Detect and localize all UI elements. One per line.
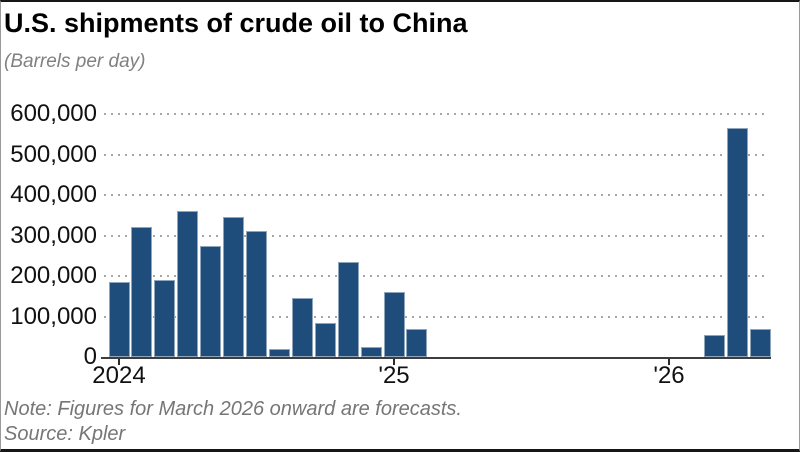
gridline — [104, 275, 768, 277]
bar — [406, 328, 428, 357]
bar — [200, 245, 222, 357]
bar — [750, 328, 772, 357]
bar — [337, 261, 359, 357]
bar — [704, 334, 726, 357]
bar — [314, 322, 336, 357]
gridline — [104, 153, 768, 156]
bar — [154, 280, 176, 357]
y-tick-label: 600,000 — [10, 100, 97, 127]
y-tick-label: 100,000 — [10, 302, 97, 330]
x-axis-line — [101, 357, 771, 359]
x-tick-label: '26 — [653, 362, 685, 389]
bar — [360, 346, 382, 357]
y-tick-label: 300,000 — [10, 221, 97, 249]
bar — [246, 231, 267, 357]
bar — [108, 282, 130, 357]
bar — [223, 217, 245, 357]
bar — [727, 128, 749, 357]
bar — [268, 348, 290, 357]
gridline — [104, 113, 768, 115]
x-tick-mark — [118, 359, 120, 365]
x-tick-mark — [668, 359, 670, 365]
gridline — [104, 234, 768, 237]
bar — [291, 298, 313, 357]
y-tick-label: 200,000 — [10, 262, 97, 289]
chart-subtitle: (Barrels per day) — [4, 51, 146, 72]
gridline — [104, 315, 768, 318]
bar — [177, 211, 199, 357]
x-tick-mark — [393, 359, 395, 365]
y-tick-label: 500,000 — [10, 140, 97, 168]
gridline — [104, 194, 768, 196]
chart-note: Note: Figures for March 2026 onward are … — [4, 398, 462, 420]
chart-title: U.S. shipments of crude oil to China — [4, 8, 468, 38]
y-tick-label: 400,000 — [10, 181, 97, 208]
bar — [383, 292, 405, 357]
bar — [131, 227, 153, 357]
chart-source: Source: Kpler — [4, 423, 126, 445]
x-tick-label: 2024 — [92, 362, 146, 389]
x-tick-label: '25 — [378, 362, 410, 389]
y-tick-label: 0 — [83, 343, 97, 370]
